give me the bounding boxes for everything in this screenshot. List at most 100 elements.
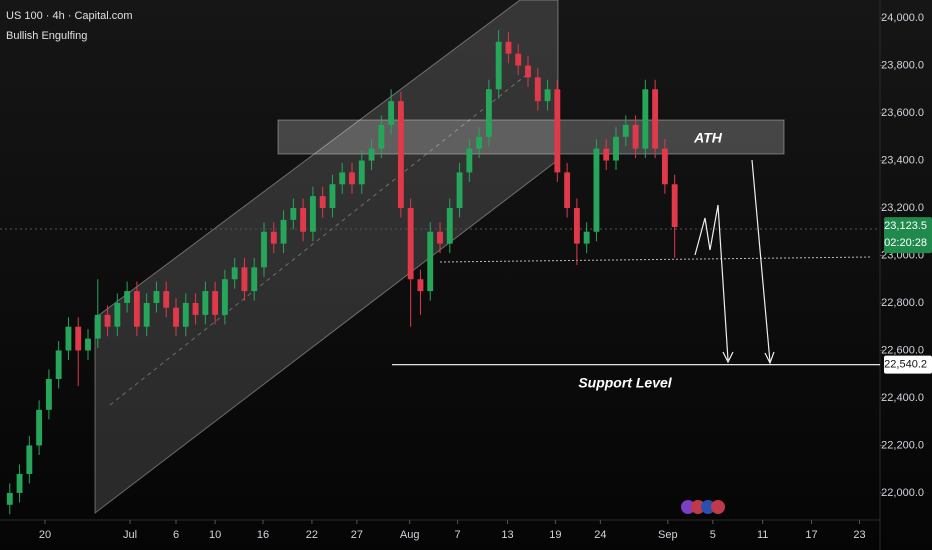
x-tick-label: 16 bbox=[257, 529, 269, 541]
candle-body bbox=[603, 148, 610, 161]
candle-body bbox=[75, 326, 82, 351]
candle-body bbox=[173, 307, 179, 327]
x-tick-label: 22 bbox=[306, 529, 318, 541]
candle-body bbox=[65, 326, 72, 351]
chart-subtitle: Bullish Engulfing bbox=[6, 30, 87, 42]
candle-body bbox=[6, 492, 13, 505]
candle-body bbox=[212, 291, 219, 315]
candle-body bbox=[388, 101, 395, 125]
y-tick-label: 23,400.0 bbox=[881, 154, 924, 166]
channel-midline bbox=[109, 71, 531, 406]
candle-body bbox=[407, 208, 414, 280]
x-tick-label: 24 bbox=[594, 529, 606, 541]
candle-body bbox=[525, 65, 531, 78]
candle-body bbox=[368, 148, 375, 161]
candle-body bbox=[270, 231, 277, 244]
candle-body bbox=[251, 267, 258, 292]
candle-body bbox=[36, 409, 43, 446]
x-tick-label: 11 bbox=[757, 529, 768, 541]
chart-title: US 100 · 4h · Capital.com bbox=[6, 10, 133, 22]
x-tick-label: Sep bbox=[658, 529, 678, 541]
candle-body bbox=[642, 89, 649, 149]
candle-body bbox=[554, 89, 561, 173]
candle-body bbox=[45, 378, 52, 410]
candle-body bbox=[94, 314, 101, 339]
candle-body bbox=[622, 124, 629, 137]
candle-body bbox=[349, 172, 355, 185]
candle-body bbox=[456, 172, 463, 208]
candle-body bbox=[114, 302, 121, 327]
candle-body bbox=[300, 208, 307, 232]
candle-body bbox=[573, 208, 580, 244]
candle-body bbox=[476, 136, 483, 149]
y-tick-label: 22,800.0 bbox=[881, 297, 924, 309]
candle-body bbox=[427, 231, 434, 292]
candle-body bbox=[280, 219, 287, 244]
x-tick-label: 23 bbox=[853, 529, 865, 541]
countdown: 02:20:28 bbox=[884, 237, 927, 249]
candle-body bbox=[358, 160, 365, 185]
candle-body bbox=[593, 148, 600, 232]
candle-body bbox=[163, 291, 170, 308]
candle-body bbox=[583, 231, 590, 244]
candle-body bbox=[515, 53, 522, 66]
event-icons bbox=[681, 500, 725, 514]
x-tick-label: 10 bbox=[209, 529, 221, 541]
candle-body bbox=[221, 279, 228, 315]
candle-body bbox=[446, 208, 453, 244]
y-tick-label: 22,600.0 bbox=[881, 344, 924, 356]
x-tick-label: 20 bbox=[39, 529, 51, 541]
neckline bbox=[439, 256, 873, 263]
candle-body bbox=[613, 136, 619, 161]
support-tag bbox=[884, 355, 932, 374]
candle-body bbox=[564, 172, 571, 208]
x-tick-label: 6 bbox=[173, 529, 179, 541]
annotation: Support Level bbox=[578, 375, 672, 391]
annotation: ATH bbox=[693, 130, 723, 146]
y-tick-label: 23,800.0 bbox=[881, 59, 924, 71]
last-price-label: 23,123.5 bbox=[884, 220, 927, 232]
y-tick-label: 23,200.0 bbox=[881, 202, 924, 214]
arrow-head bbox=[764, 351, 775, 365]
candle-body bbox=[104, 314, 111, 327]
candle-body bbox=[192, 302, 199, 315]
candle-body bbox=[495, 41, 502, 90]
candle-body bbox=[153, 291, 160, 303]
candle-body bbox=[417, 279, 424, 292]
projection bbox=[694, 159, 775, 365]
candle-body bbox=[652, 89, 659, 149]
candle-body bbox=[241, 267, 248, 292]
y-tick-label: 24,000.0 bbox=[881, 12, 924, 24]
x-tick-label: 7 bbox=[455, 529, 461, 541]
candle-body bbox=[290, 208, 297, 220]
candle-body bbox=[661, 148, 668, 185]
x-tick-label: Aug bbox=[400, 529, 420, 541]
candle-body bbox=[16, 473, 23, 493]
candle-body bbox=[339, 172, 346, 185]
x-tick-label: Jul bbox=[123, 529, 137, 541]
y-tick-label: 22,400.0 bbox=[881, 392, 924, 404]
candle-body bbox=[534, 77, 541, 102]
x-tick-label: 17 bbox=[805, 529, 817, 541]
candle-body bbox=[485, 89, 492, 137]
x-tick-label: 27 bbox=[351, 529, 363, 541]
channel bbox=[94, 0, 559, 515]
candle-body bbox=[466, 148, 473, 173]
x-tick-label: 5 bbox=[710, 529, 716, 541]
candle-body bbox=[632, 124, 639, 149]
candle-body bbox=[133, 291, 140, 327]
candle-body bbox=[182, 302, 189, 327]
candle-body bbox=[202, 291, 209, 315]
ath-zone bbox=[277, 119, 785, 155]
candle-body bbox=[261, 231, 267, 268]
candle-body bbox=[671, 184, 678, 227]
candle-body bbox=[544, 89, 551, 102]
candle-body bbox=[397, 101, 404, 208]
last-price-tag bbox=[884, 217, 932, 254]
x-tick-label: 13 bbox=[501, 529, 513, 541]
candle-body bbox=[85, 338, 91, 351]
candle-body bbox=[378, 124, 385, 149]
zigzag bbox=[694, 204, 729, 361]
